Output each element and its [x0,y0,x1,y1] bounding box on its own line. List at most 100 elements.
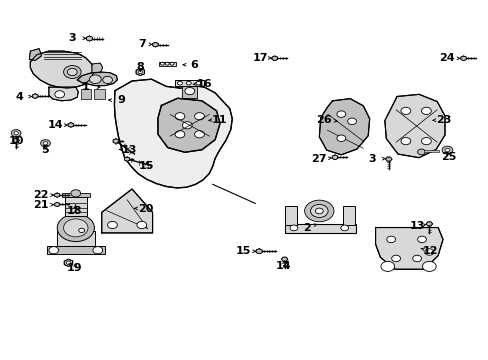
Text: 25: 25 [440,152,456,162]
Circle shape [380,261,394,271]
Text: 15: 15 [235,246,250,256]
Bar [47,246,105,254]
Bar [94,89,104,99]
Circle shape [304,200,333,222]
Text: 1: 1 [81,82,89,92]
Circle shape [57,214,94,242]
Circle shape [137,221,146,229]
Text: 14: 14 [47,120,63,130]
Text: 11: 11 [211,114,226,125]
Circle shape [177,81,182,85]
Circle shape [71,190,81,197]
Bar [342,206,354,225]
Circle shape [67,68,77,76]
Polygon shape [55,193,60,197]
Circle shape [194,113,204,120]
Text: 13: 13 [122,145,137,156]
Text: 17: 17 [252,53,268,63]
Circle shape [336,111,345,117]
Circle shape [400,107,410,114]
Circle shape [63,219,88,237]
Polygon shape [152,42,158,47]
Polygon shape [86,36,92,41]
Circle shape [421,107,430,114]
Polygon shape [92,63,102,73]
Text: 7: 7 [138,39,145,49]
Text: 26: 26 [316,114,331,125]
Circle shape [102,76,112,84]
Polygon shape [124,157,129,161]
Text: 3: 3 [68,33,76,43]
Circle shape [194,131,204,138]
Circle shape [66,261,71,265]
Circle shape [55,91,64,98]
Text: 22: 22 [33,190,48,200]
Text: 23: 23 [435,114,451,125]
Circle shape [63,66,81,78]
Polygon shape [460,56,466,61]
Text: 3: 3 [368,154,376,164]
Circle shape [186,81,191,85]
Text: 2: 2 [303,222,310,233]
Text: 18: 18 [67,206,82,216]
Circle shape [107,221,117,229]
Circle shape [391,255,400,262]
Circle shape [422,261,435,271]
Text: 4: 4 [16,92,23,102]
Circle shape [170,62,174,65]
Circle shape [89,75,101,84]
Text: 5: 5 [41,145,49,155]
Circle shape [347,118,356,125]
Bar [62,193,90,197]
Bar [182,84,197,98]
Circle shape [165,62,169,65]
Circle shape [400,138,410,145]
Polygon shape [319,99,369,155]
Bar [285,224,355,233]
Text: 12: 12 [422,246,437,256]
Text: 15: 15 [139,161,154,171]
Bar [81,89,91,99]
Circle shape [182,122,192,129]
Polygon shape [13,138,20,143]
Bar [423,150,438,152]
Polygon shape [29,49,41,60]
Polygon shape [64,259,73,266]
Text: 9: 9 [117,95,125,105]
Polygon shape [375,228,442,269]
Circle shape [444,148,449,152]
Polygon shape [385,157,391,161]
Circle shape [138,71,142,74]
Polygon shape [158,98,220,152]
Text: 20: 20 [138,204,153,214]
Bar [175,80,204,86]
Circle shape [412,255,421,262]
Circle shape [41,140,50,147]
Circle shape [175,113,184,120]
Circle shape [340,225,348,231]
Bar [159,62,176,66]
Circle shape [336,135,345,141]
Circle shape [310,204,327,217]
Polygon shape [136,68,144,76]
Circle shape [315,208,323,214]
Polygon shape [102,189,152,233]
Circle shape [417,149,425,155]
Polygon shape [331,155,337,160]
Polygon shape [49,87,78,101]
Circle shape [421,138,430,145]
Text: 10: 10 [8,136,24,146]
Circle shape [196,81,201,85]
Polygon shape [281,257,287,261]
Bar [57,231,95,246]
Circle shape [79,228,84,233]
Circle shape [14,132,19,135]
Circle shape [93,247,102,254]
Circle shape [43,142,48,145]
Polygon shape [68,122,74,127]
Circle shape [441,146,452,154]
Polygon shape [32,94,38,99]
Polygon shape [114,79,232,188]
Circle shape [160,62,164,65]
Polygon shape [425,222,432,226]
